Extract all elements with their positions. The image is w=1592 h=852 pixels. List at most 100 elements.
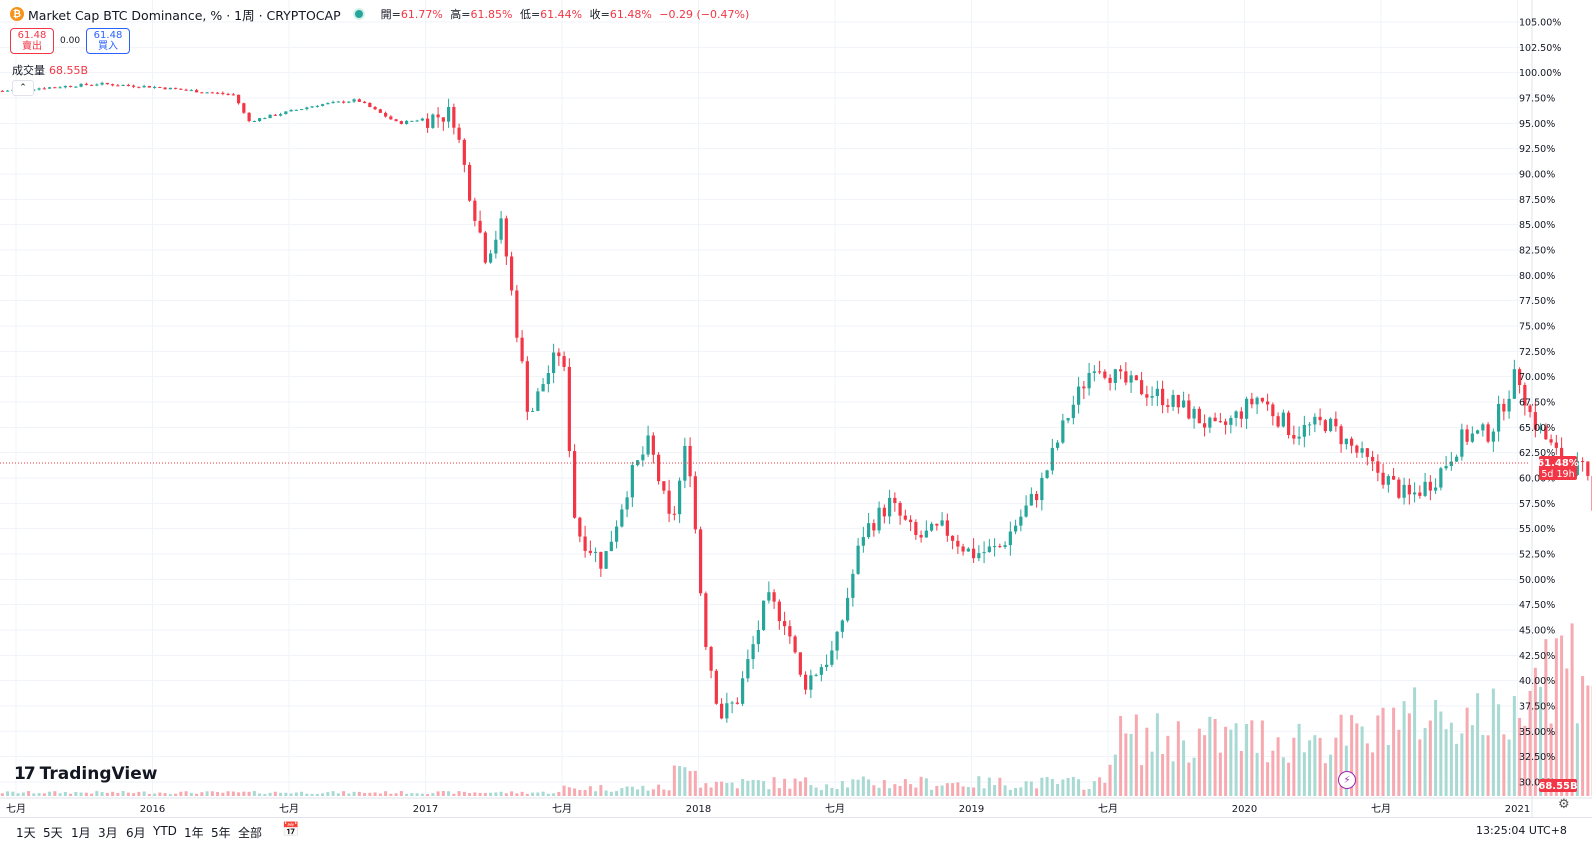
symbol-legend[interactable]: ₿ Market Cap BTC Dominance, % · 1周 · CRY… (10, 6, 753, 22)
price-badge-value: 61.48% (1537, 458, 1579, 469)
volume-bar (69, 794, 72, 796)
candle-body (169, 88, 172, 89)
range-1m-button[interactable]: 1月 (71, 824, 91, 841)
candle-body (85, 84, 88, 85)
settings-gear-icon[interactable]: ⚙ (1558, 797, 1570, 812)
volume-bar (1203, 735, 1206, 796)
range-all-button[interactable]: 全部 (238, 824, 262, 841)
volume-bar (1455, 744, 1458, 796)
candle-body (494, 240, 497, 254)
volume-bar (1019, 787, 1022, 796)
volume-bar (904, 779, 907, 796)
lightning-icon[interactable]: ⚡ (1338, 771, 1356, 789)
range-1d-button[interactable]: 1天 (16, 824, 36, 841)
volume-bar (731, 783, 734, 796)
range-ytd-button[interactable]: YTD (153, 824, 177, 838)
candle-body (137, 87, 140, 88)
symbol-title[interactable]: Market Cap BTC Dominance, % · 1周 · CRYPT… (28, 5, 341, 24)
volume-bar (1355, 723, 1358, 796)
spread-value: 0.00 (60, 36, 80, 46)
volume-bar (1193, 758, 1196, 796)
volume-bar (153, 794, 156, 796)
volume-bar (1460, 733, 1463, 796)
volume-bar (920, 777, 923, 796)
candle-body (1550, 439, 1553, 442)
volume-bar (484, 793, 487, 796)
range-5y-button[interactable]: 5年 (211, 824, 231, 841)
volume-bar (1156, 713, 1159, 796)
candle-body (851, 574, 854, 598)
volume-bar (773, 777, 776, 796)
range-5d-button[interactable]: 5天 (43, 824, 63, 841)
volume-bar (500, 792, 503, 796)
candle-body (321, 104, 324, 106)
candle-body (704, 593, 707, 647)
candle-body (620, 509, 623, 526)
volume-bar (290, 794, 293, 796)
range-6m-button[interactable]: 6月 (126, 824, 146, 841)
volume-bar (384, 791, 387, 796)
y-tick-label: 40.00% (1519, 676, 1555, 687)
candle-body (416, 121, 419, 122)
volume-bar (925, 778, 928, 796)
volume-bar (80, 793, 83, 796)
volume-bar (883, 780, 886, 796)
volume-bar (1434, 700, 1437, 796)
volume-bar (1140, 765, 1143, 796)
volume-bar (95, 791, 98, 796)
volume-bar (762, 781, 765, 796)
volume-bar (1, 793, 4, 796)
candle-body (174, 88, 177, 89)
volume-bar (862, 776, 865, 796)
range-1y-button[interactable]: 1年 (184, 824, 204, 841)
tradingview-logo[interactable]: 17 TradingView (14, 764, 157, 784)
candle-body (232, 94, 235, 95)
volume-bar (1009, 790, 1012, 796)
candle-body (1224, 421, 1227, 424)
volume-bar (1025, 781, 1028, 796)
volume-bar (101, 792, 104, 796)
collapse-legend-button[interactable]: ⌃ (12, 80, 34, 96)
volume-bar (179, 792, 182, 796)
volume-bar (1035, 788, 1038, 796)
volume-bar (799, 781, 802, 796)
candle-body (1235, 411, 1238, 418)
candle-body (1245, 399, 1248, 419)
volume-bar (185, 791, 188, 796)
price-chart[interactable]: 105.00%102.50%100.00%97.50%95.00%92.50%9… (0, 0, 1592, 817)
range-3m-button[interactable]: 3月 (98, 824, 118, 841)
clock-readout[interactable]: 13:25:04 UTC+8 (1476, 824, 1567, 837)
candle-body (1313, 417, 1316, 425)
volume-bar (1261, 720, 1264, 796)
candle-body (935, 524, 938, 526)
candle-body (547, 373, 550, 384)
y-tick-label: 67.50% (1519, 397, 1555, 408)
candle-body (489, 253, 492, 262)
candle-body (746, 659, 749, 678)
candle-body (1513, 369, 1516, 399)
candle-body (1319, 417, 1322, 420)
volume-bar (568, 787, 571, 796)
candle-body (400, 121, 403, 124)
volume-bar (59, 793, 62, 796)
volume-bar (1214, 719, 1217, 796)
volume-bar (1056, 784, 1059, 796)
candle-body (64, 86, 67, 87)
calendar-icon[interactable]: 📅 (282, 822, 299, 838)
candle-body (830, 650, 833, 664)
volume-bar (431, 793, 434, 796)
volume-bar (326, 792, 329, 796)
candle-body (977, 553, 980, 558)
x-tick-label: 2021 (1505, 804, 1530, 815)
candle-body (1277, 416, 1280, 426)
candle-body (752, 644, 755, 659)
volume-bar (300, 792, 303, 796)
candle-body (53, 87, 56, 88)
volume-bar (767, 789, 770, 796)
volume-bar (956, 782, 959, 796)
candle-body (1298, 437, 1301, 439)
volume-bar (1093, 781, 1096, 796)
